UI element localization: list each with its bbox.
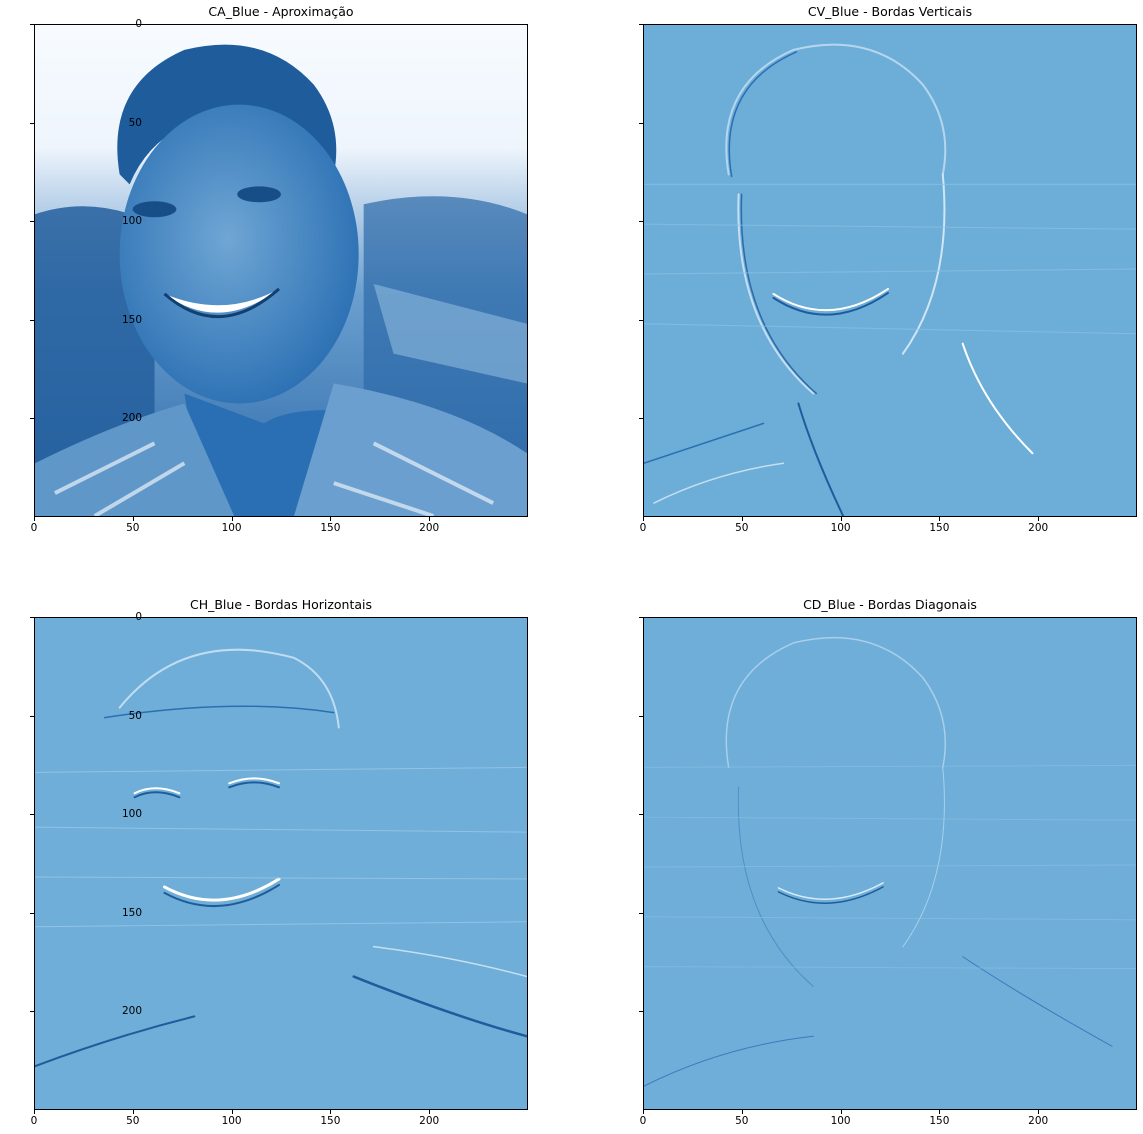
x-tick-label: 100	[221, 522, 242, 534]
x-tick-mark	[231, 1110, 233, 1114]
y-tick-mark	[639, 912, 643, 914]
x-tick-mark	[132, 517, 134, 521]
y-tick-mark	[30, 814, 34, 816]
y-tick-label: 0	[135, 611, 142, 623]
y-tick-mark	[30, 24, 34, 25]
x-tick-mark	[330, 1110, 332, 1114]
x-tick-mark	[330, 517, 332, 521]
y-tick-label: 150	[121, 906, 142, 919]
y-tick-mark	[30, 221, 34, 223]
diagonal-edges-image	[644, 618, 1136, 1109]
y-tick-mark	[639, 221, 643, 223]
x-tick-label: 100	[221, 1115, 242, 1127]
x-tick-label: 200	[419, 1115, 440, 1127]
x-tick-mark	[1038, 517, 1040, 521]
x-tick-label: 0	[639, 522, 647, 534]
y-tick-label: 50	[128, 709, 142, 722]
x-tick-label: 100	[830, 522, 851, 534]
y-tick-mark	[30, 122, 34, 124]
x-tick-label: 50	[126, 1115, 140, 1127]
image-axes	[643, 24, 1137, 517]
y-tick-label: 100	[121, 808, 142, 821]
x-tick-label: 50	[735, 522, 749, 534]
panel-title: CA_Blue - Aproximação	[208, 4, 354, 19]
y-tick-label: 0	[135, 18, 142, 30]
x-tick-label: 200	[1028, 1115, 1049, 1127]
x-tick-label: 150	[320, 1115, 341, 1127]
y-tick-mark	[639, 814, 643, 816]
x-tick-mark	[939, 1110, 941, 1114]
x-tick-mark	[429, 1110, 431, 1114]
y-tick-label: 100	[121, 215, 142, 228]
horizontal-edges-image	[35, 618, 527, 1109]
x-tick-label: 150	[929, 522, 950, 534]
x-tick-mark	[429, 517, 431, 521]
x-tick-label: 50	[126, 522, 140, 534]
image-axes	[34, 617, 528, 1110]
y-tick-mark	[30, 1011, 34, 1013]
x-tick-label: 0	[639, 1115, 647, 1127]
x-tick-mark	[840, 517, 842, 521]
vertical-edges-image	[644, 25, 1136, 516]
x-tick-mark	[741, 1110, 743, 1114]
y-tick-mark	[639, 418, 643, 420]
y-tick-label: 200	[121, 1005, 142, 1018]
panel-title: CD_Blue - Bordas Diagonais	[803, 597, 977, 612]
x-tick-mark	[34, 1110, 35, 1114]
y-tick-mark	[30, 319, 34, 321]
y-tick-mark	[639, 715, 643, 717]
x-tick-mark	[939, 517, 941, 521]
x-tick-mark	[741, 517, 743, 521]
y-tick-mark	[639, 319, 643, 321]
y-tick-label: 200	[121, 412, 142, 425]
y-tick-mark	[639, 24, 643, 25]
x-tick-label: 0	[30, 1115, 38, 1127]
y-tick-mark	[30, 418, 34, 420]
x-tick-mark	[132, 1110, 134, 1114]
image-axes	[643, 617, 1137, 1110]
y-tick-label: 50	[128, 116, 142, 129]
x-tick-label: 50	[735, 1115, 749, 1127]
x-tick-mark	[34, 517, 35, 521]
x-tick-label: 150	[320, 522, 341, 534]
y-tick-mark	[639, 617, 643, 618]
x-tick-label: 200	[419, 522, 440, 534]
panel-title: CH_Blue - Bordas Horizontais	[189, 597, 373, 612]
x-tick-mark	[231, 517, 233, 521]
x-tick-mark	[643, 517, 644, 521]
x-tick-label: 0	[30, 522, 38, 534]
x-tick-label: 200	[1028, 522, 1049, 534]
y-tick-mark	[639, 122, 643, 124]
x-tick-label: 100	[830, 1115, 851, 1127]
x-tick-mark	[1038, 1110, 1040, 1114]
y-tick-label: 150	[121, 313, 142, 326]
y-tick-mark	[30, 617, 34, 618]
y-tick-mark	[639, 1011, 643, 1013]
image-axes	[34, 24, 528, 517]
panel-title: CV_Blue - Bordas Verticais	[807, 4, 973, 19]
x-tick-label: 150	[929, 1115, 950, 1127]
y-tick-mark	[30, 715, 34, 717]
y-tick-mark	[30, 912, 34, 914]
x-tick-mark	[643, 1110, 644, 1114]
approximation-image	[35, 25, 527, 516]
x-tick-mark	[840, 1110, 842, 1114]
